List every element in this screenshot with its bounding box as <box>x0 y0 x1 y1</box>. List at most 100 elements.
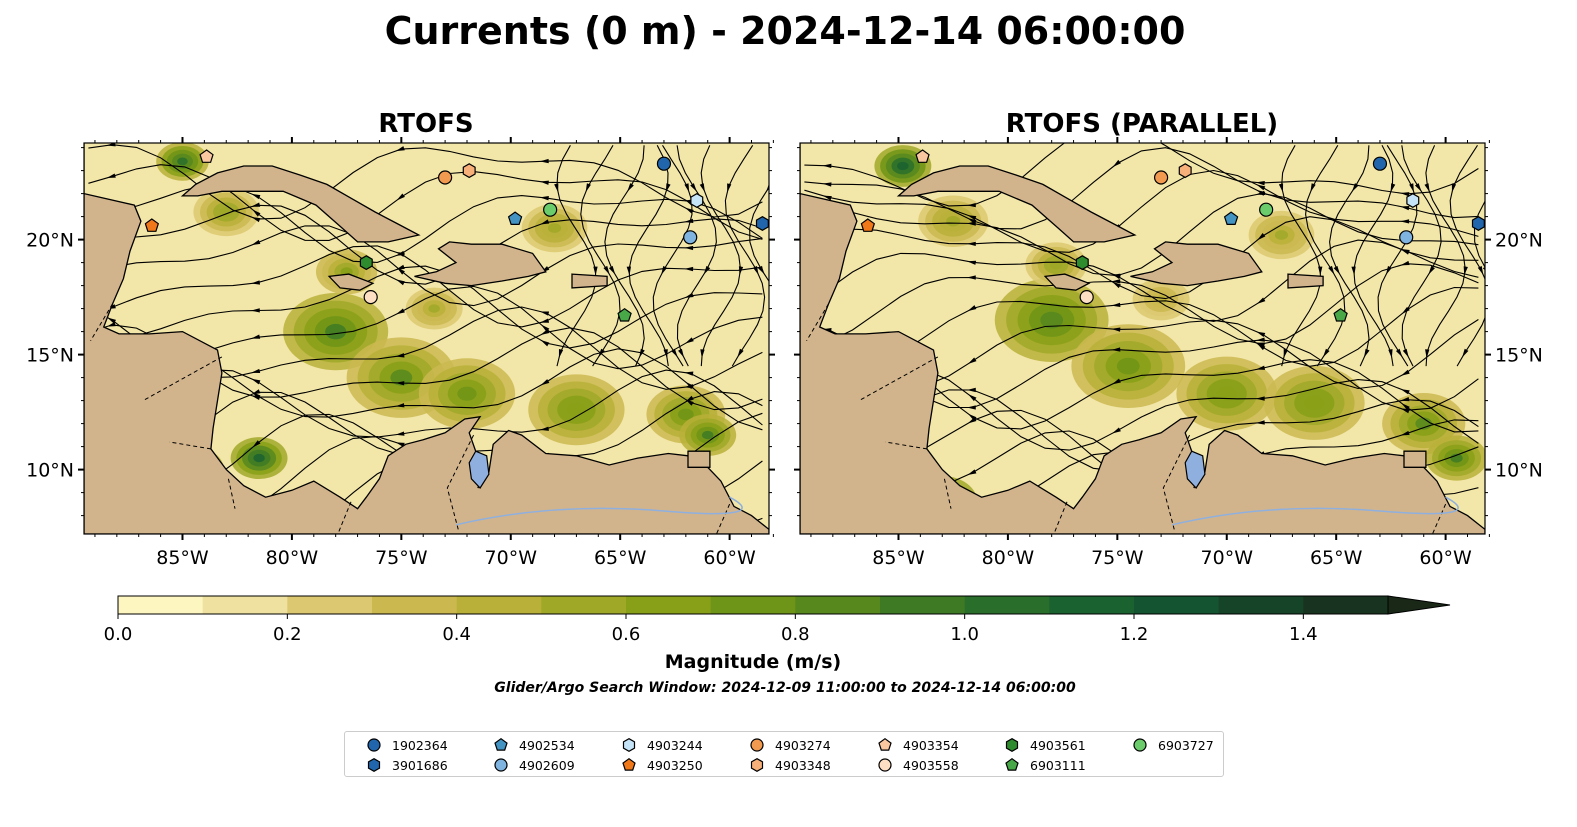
legend-marker <box>367 738 381 752</box>
legend-label: 4903274 <box>775 737 831 753</box>
colorbar-label: Magnitude (m/s) <box>665 651 842 673</box>
colorbar-tick-label: 0.8 <box>781 624 810 645</box>
land-trinidad <box>687 450 711 468</box>
marker-1902364 <box>1372 156 1388 171</box>
legend-marker-hexagon-icon <box>622 738 636 752</box>
colorbar-segment <box>880 596 966 614</box>
legend-marker-pentagon-icon <box>494 737 508 751</box>
colorbar-tick-label: 1.4 <box>1289 624 1318 645</box>
colorbar-segment <box>1049 596 1135 614</box>
land-cuba <box>896 165 1137 243</box>
legend-label: 4903244 <box>647 737 703 753</box>
lon-tick-label: 75°W <box>1091 547 1144 569</box>
legend-label: 4903561 <box>1030 737 1086 753</box>
colorbar-segment <box>1218 596 1304 614</box>
lat-tick-label: 10°N <box>26 460 74 482</box>
legend-marker <box>1133 738 1147 752</box>
colorbar-segment <box>710 596 796 614</box>
legend-item: 4903244 <box>620 736 703 754</box>
marker-6903727 <box>1259 202 1274 217</box>
axis-ticks <box>794 137 1491 540</box>
marker-4903348 <box>1178 163 1192 179</box>
legend-item: 4903354 <box>876 736 959 754</box>
panel-title-right: RTOFS (PARALLEL) <box>1006 109 1278 139</box>
axis-ticks <box>78 137 775 540</box>
colorbar-tick-label: 0.6 <box>612 624 641 645</box>
legend-marker-hexagon-icon <box>1005 738 1019 752</box>
marker-4902534 <box>1223 211 1239 225</box>
marker-4903244 <box>1406 193 1420 208</box>
marker-4902609 <box>683 230 698 245</box>
land <box>800 143 1485 534</box>
figure-title: Currents (0 m) - 2024-12-14 06:00:00 <box>385 9 1186 53</box>
colorbar-tick-label: 0.2 <box>273 624 302 645</box>
legend-marker <box>622 757 636 771</box>
legend-label: 4903354 <box>903 737 959 753</box>
legend-item: 4902609 <box>492 756 575 774</box>
colorbar-segment <box>1303 596 1389 614</box>
colorbar-tick-label: 0.0 <box>104 624 133 645</box>
float-markers <box>144 149 769 322</box>
legend-marker-pentagon-icon <box>878 737 892 751</box>
legend-label: 1902364 <box>392 737 448 753</box>
marker-1902364 <box>656 156 672 171</box>
lat-tick-label: 10°N <box>1495 460 1543 482</box>
legend-item: 1902364 <box>365 736 448 754</box>
colorbar-segment <box>626 596 712 614</box>
colorbar-tick-label: 1.2 <box>1120 624 1149 645</box>
lon-tick-label: 85°W <box>872 547 925 569</box>
land-centralAmerica <box>800 143 1485 534</box>
land-hispaniola <box>414 241 547 287</box>
lon-tick-label: 65°W <box>1310 547 1363 569</box>
float-markers <box>860 149 1485 322</box>
marker-6903111 <box>1333 307 1348 322</box>
legend-marker-hexagon-icon <box>367 758 381 772</box>
legend-item: 6903111 <box>1003 756 1086 774</box>
colorbar-tick-label: 0.4 <box>442 624 471 645</box>
colorbar-segment <box>964 596 1050 614</box>
marker-4903250 <box>860 218 876 232</box>
current-speed-field <box>156 143 737 533</box>
legend-marker <box>494 737 508 751</box>
land-jamaica <box>327 273 375 291</box>
legend-item: 6903727 <box>1131 736 1214 754</box>
marker-4903274 <box>438 170 453 185</box>
land-puertorico <box>1287 273 1324 289</box>
map-frame <box>799 142 1486 535</box>
legend-marker-circle-icon <box>878 758 892 772</box>
legend-label: 4903558 <box>903 757 959 773</box>
legend-marker <box>878 758 892 772</box>
legend-item: 4903250 <box>620 756 703 774</box>
marker-6903111 <box>617 307 632 322</box>
lon-tick-label: 80°W <box>266 547 319 569</box>
legend-marker <box>494 758 508 772</box>
marker-3901686 <box>755 216 769 231</box>
land-jamaica <box>1043 273 1091 291</box>
legend-marker-hexagon-icon <box>750 758 764 772</box>
marker-4903348 <box>462 163 476 179</box>
panel-title-left: RTOFS <box>378 109 473 139</box>
legend-marker <box>1005 757 1019 771</box>
colorbar-segment <box>1134 596 1220 614</box>
marker-4902609 <box>1399 230 1414 245</box>
colorbar-segment <box>372 596 458 614</box>
colorbar-segment <box>456 596 542 614</box>
legend-label: 3901686 <box>392 757 448 773</box>
land-cuba <box>180 165 421 243</box>
land-trinidad <box>1403 450 1427 468</box>
marker-4903250 <box>144 218 160 232</box>
marker-4903558 <box>1079 290 1094 305</box>
marker-4903244 <box>690 193 704 208</box>
legend-label: 4902534 <box>519 737 575 753</box>
marker-4903354 <box>199 149 214 163</box>
marker-4903561 <box>1075 255 1089 271</box>
legend-item: 4903348 <box>748 756 831 774</box>
marker-4903354 <box>915 149 930 163</box>
legend-item: 3901686 <box>365 756 448 774</box>
legend-item: 4903561 <box>1003 736 1086 754</box>
legend-item: 4903274 <box>748 736 831 754</box>
marker-4903561 <box>359 255 373 271</box>
legend-marker-pentagon-icon <box>1005 757 1019 771</box>
colorbar-segment <box>202 596 288 614</box>
